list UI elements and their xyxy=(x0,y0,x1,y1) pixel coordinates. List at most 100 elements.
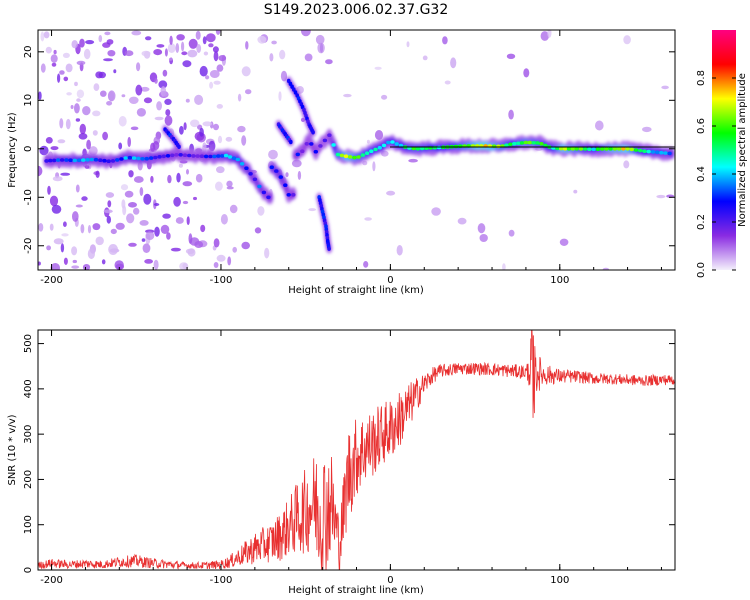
trace-core xyxy=(182,153,188,157)
trace-core xyxy=(559,146,564,151)
noise-blob xyxy=(245,41,249,50)
noise-blob xyxy=(315,34,325,45)
colorbar-gradient xyxy=(712,30,736,270)
trace-core xyxy=(76,158,82,163)
noise-blob xyxy=(120,184,129,191)
x-tick-label: -100 xyxy=(210,575,233,586)
noise-blob xyxy=(57,139,66,144)
noise-blob xyxy=(74,103,80,114)
noise-blob xyxy=(285,172,289,178)
noise-blob xyxy=(106,215,112,224)
noise-blob xyxy=(271,40,277,45)
trace-core xyxy=(604,147,609,151)
noise-blob xyxy=(203,51,209,56)
noise-blob xyxy=(264,247,270,259)
noise-blob xyxy=(122,205,127,216)
spectrogram-noise xyxy=(38,30,675,270)
noise-blob xyxy=(325,59,333,65)
noise-blob xyxy=(291,159,302,168)
noise-blob xyxy=(216,104,223,109)
trace-core xyxy=(562,147,568,151)
noise-blob xyxy=(199,127,204,137)
noise-blob xyxy=(363,261,369,268)
noise-blob xyxy=(213,238,220,248)
trace-core xyxy=(203,154,209,159)
noise-blob xyxy=(92,110,101,117)
noise-blob xyxy=(38,91,42,100)
trace-core xyxy=(278,175,283,179)
trace-core xyxy=(191,154,196,158)
noise-blob xyxy=(72,259,78,264)
noise-blob xyxy=(50,54,58,63)
trace-core xyxy=(68,158,73,162)
trace-core xyxy=(600,147,605,151)
spectrogram-x-ticks: -200 -100 0 100 xyxy=(40,30,662,286)
y-tick-label: 10 xyxy=(23,94,34,107)
noise-blob xyxy=(152,141,160,150)
noise-blob xyxy=(213,123,219,131)
noise-blob xyxy=(135,84,143,96)
noise-blob xyxy=(237,93,242,102)
noise-blob xyxy=(74,81,78,87)
noise-blob xyxy=(59,70,65,75)
trace-core xyxy=(269,165,274,169)
noise-blob xyxy=(128,242,137,247)
noise-blob xyxy=(85,40,95,45)
noise-blob xyxy=(57,73,61,83)
noise-blob xyxy=(408,158,418,163)
trace-core xyxy=(646,149,651,154)
noise-blob xyxy=(194,94,204,105)
trace-core xyxy=(373,147,378,152)
snr-y-label: SNR (10 * v/v) xyxy=(7,414,18,485)
noise-blob xyxy=(136,62,141,72)
branch-core xyxy=(311,130,315,135)
trace-core xyxy=(64,158,69,162)
noise-blob xyxy=(209,70,220,78)
trace-core xyxy=(161,154,166,159)
noise-blob xyxy=(280,70,288,82)
trace-core xyxy=(496,144,501,149)
branch-core xyxy=(327,246,331,251)
noise-blob xyxy=(79,38,85,48)
trace-core xyxy=(123,156,128,160)
x-tick-label: 100 xyxy=(550,575,569,586)
noise-blob xyxy=(226,186,234,190)
noise-blob xyxy=(444,80,451,85)
noise-blob xyxy=(43,31,50,39)
trace-core xyxy=(655,150,660,155)
noise-blob xyxy=(179,262,189,270)
noise-blob xyxy=(110,228,117,235)
noise-blob xyxy=(128,170,134,178)
noise-blob xyxy=(229,204,238,214)
noise-blob xyxy=(76,98,81,102)
noise-blob xyxy=(40,31,45,42)
trace-core xyxy=(369,149,374,153)
trace-core xyxy=(377,145,382,150)
noise-blob xyxy=(107,90,116,102)
noise-blob xyxy=(216,254,226,262)
trace-core xyxy=(106,159,111,163)
trace-core xyxy=(48,158,53,163)
noise-blob xyxy=(115,263,125,270)
trace-core xyxy=(148,156,154,160)
noise-blob xyxy=(225,136,233,142)
noise-blob xyxy=(106,101,113,106)
trace-core xyxy=(327,133,332,137)
trace-core xyxy=(659,150,664,155)
trace-core xyxy=(300,149,305,153)
noise-blob xyxy=(139,220,149,226)
colorbar-tick-label: 0.2 xyxy=(696,214,707,230)
noise-blob xyxy=(226,180,233,188)
trace-core xyxy=(187,153,192,158)
noise-blob xyxy=(278,91,282,101)
noise-blob xyxy=(502,263,506,270)
trace-core xyxy=(566,147,572,151)
spectrogram-x-label: Height of straight line (km) xyxy=(288,285,424,296)
noise-blob xyxy=(167,43,176,53)
trace-core xyxy=(335,152,341,157)
spectrogram-core xyxy=(44,78,672,251)
noise-blob xyxy=(181,41,185,52)
noise-blob xyxy=(115,222,125,230)
noise-blob xyxy=(145,231,155,240)
